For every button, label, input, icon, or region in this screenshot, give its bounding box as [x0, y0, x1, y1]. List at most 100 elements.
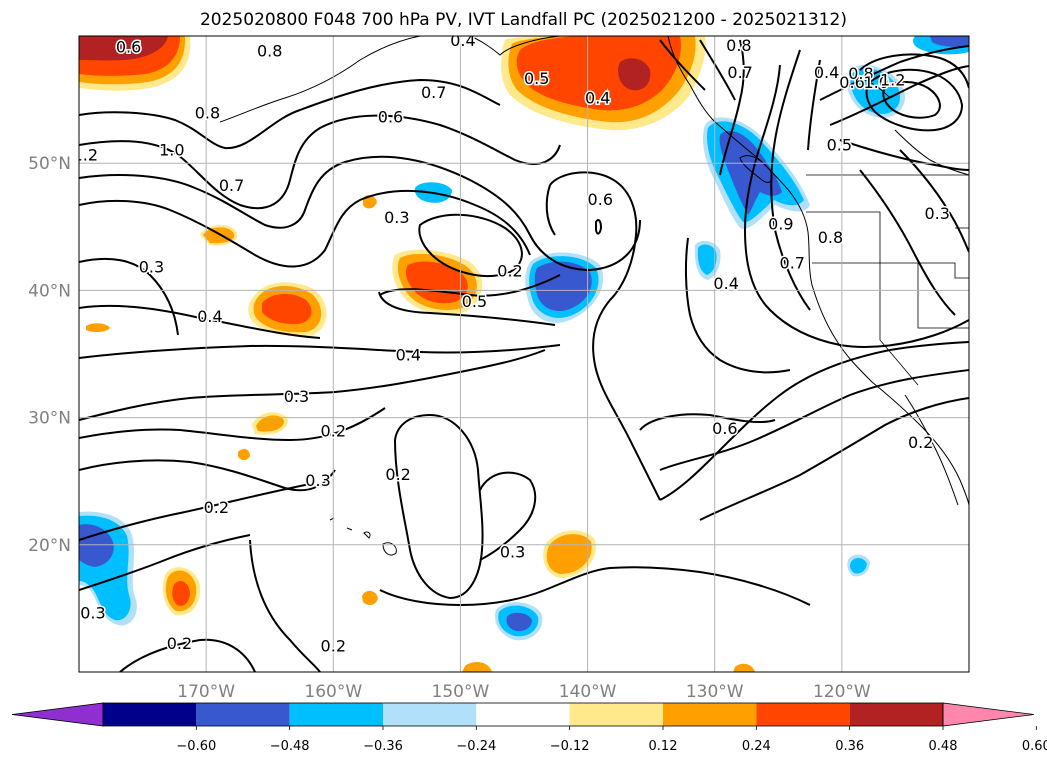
contour-label: 0.4 [197, 307, 222, 326]
contour-label: 0.3 [305, 471, 330, 490]
positive-anomaly-shade [86, 323, 110, 333]
contour-label: 0.8 [818, 228, 843, 247]
colorbar-tick-label: 0.36 [835, 739, 864, 754]
pv-contour-line [807, 59, 821, 151]
contour-label: 0.3 [139, 258, 164, 277]
positive-anomaly-shade [733, 663, 755, 672]
pv-contour-line [249, 539, 321, 672]
colorbar-segment [289, 703, 383, 726]
pv-contour-line [743, 64, 969, 348]
colorbar-segment [103, 703, 197, 726]
pv-contour-line [79, 114, 561, 210]
colorbar-tick-label: −0.24 [456, 739, 496, 754]
contour-label: 0.6 [378, 107, 403, 126]
pv-contour-line [684, 237, 791, 374]
pv-contour-line [659, 369, 969, 471]
contour-label: 0.3 [384, 208, 409, 227]
pv-contour-line [699, 39, 736, 101]
colorbar-segment [196, 703, 290, 726]
baja-coastline [904, 394, 959, 506]
latitude-tick-label: 50°N [28, 154, 71, 174]
contour-label: 0.5 [462, 292, 487, 311]
pv-contour-line [859, 169, 956, 316]
colorbar-tick-label: 0.12 [649, 739, 678, 754]
longitude-tick-label: 160°W [304, 682, 362, 702]
latitude-tick-label: 20°N [28, 536, 71, 556]
map-title: 2025020800 F048 700 hPa PV, IVT Landfall… [199, 10, 847, 30]
pv-contour-line [859, 53, 969, 89]
alaska-aleutian-coastline [219, 36, 421, 123]
state-boundary [806, 211, 881, 262]
contour-label: 0.2 [908, 433, 933, 452]
colorbar-tick-label: −0.36 [363, 739, 403, 754]
contour-label: 0.5 [827, 135, 852, 154]
positive-anomaly-shade [362, 590, 378, 606]
negative-anomaly-shade [719, 130, 782, 215]
longitude-tick-label: 130°W [686, 682, 744, 702]
coastlines [219, 36, 969, 556]
contour-label: 0.3 [80, 603, 105, 622]
contour-label: 0.4 [585, 88, 610, 107]
latitude-tick-label: 30°N [28, 409, 71, 429]
contour-label: 0.2 [204, 498, 229, 517]
contour-label: 0.6 [116, 37, 141, 56]
contour-label: 0.9 [768, 214, 793, 233]
colorbar: −0.60 −0.48 −0.36 −0.24 −0.12 0.12 0.24 0.36 0.4… [11, 702, 1047, 754]
state-boundary [812, 262, 969, 279]
contour-label: 0.7 [219, 176, 244, 195]
longitude-labels: 170°W 160°W 150°W 140°W 130°W 120°W [177, 682, 871, 702]
contour-labels: 0.6 0.80.40.50.70.60.81.01.20.70.30.30.40… [73, 31, 951, 657]
pv-contour-line [595, 219, 603, 235]
pv-contour-line [79, 304, 321, 339]
contour-label: 0.4 [450, 31, 475, 50]
contour-label: 0.6 [712, 419, 737, 438]
pv-contour-line [79, 344, 561, 359]
positive-anomaly-shade [546, 534, 592, 574]
colorbar-segment [383, 703, 477, 726]
contour-label: 0.8 [726, 36, 751, 55]
negative-anomaly-shade [850, 558, 867, 574]
negative-anomaly-shade [697, 244, 717, 275]
colorbar-segment [849, 703, 943, 726]
contour-label: 1.0 [863, 73, 888, 92]
pv-contour-line [418, 213, 523, 277]
pv-contour-line [79, 78, 501, 150]
contour-label: 0.4 [814, 63, 839, 82]
pv-anomaly-shading [79, 36, 969, 672]
contour-label: 0.4 [396, 345, 421, 364]
contour-label: 1.2 [73, 146, 98, 165]
contour-label: 0.3 [924, 204, 949, 223]
positive-anomaly-shade [262, 293, 312, 325]
pv-contour-line [79, 459, 336, 492]
pv-contour-line [899, 149, 969, 253]
longitude-tick-label: 140°W [559, 682, 617, 702]
colorbar-extend-max [942, 702, 1035, 727]
pv-contour-line [79, 407, 386, 442]
pv-contour-line [549, 171, 661, 501]
pv-contour-line [699, 397, 969, 521]
contour-label: 0.7 [727, 63, 752, 82]
positive-anomaly-shade [172, 580, 190, 606]
colorbar-tick-label: −0.48 [270, 739, 310, 754]
pv-contour-line [79, 349, 546, 421]
pv-contour-line [639, 413, 776, 431]
contour-label: 0.2 [321, 422, 346, 441]
positive-anomaly-shade [618, 58, 651, 91]
pv-contour-line [865, 68, 964, 132]
state-boundary [879, 262, 919, 386]
hawaii-islands [329, 517, 397, 556]
pv-contour-line [479, 471, 537, 561]
contour-label: 0.6 [839, 73, 864, 92]
colorbar-tick-label: 0.24 [742, 739, 771, 754]
colorbar-segment [569, 703, 663, 726]
pv-contour-line [379, 566, 811, 607]
longitude-tick-label: 150°W [432, 682, 490, 702]
pv-contour-line [79, 155, 641, 272]
colorbar-extend-min [11, 702, 104, 727]
pv-contour-line [79, 534, 251, 591]
longitude-tick-label: 120°W [813, 682, 871, 702]
map-frame [78, 35, 970, 673]
contour-label: 0.4 [713, 274, 738, 293]
negative-anomaly-shade [930, 36, 969, 47]
contour-label: 0.2 [321, 637, 346, 656]
